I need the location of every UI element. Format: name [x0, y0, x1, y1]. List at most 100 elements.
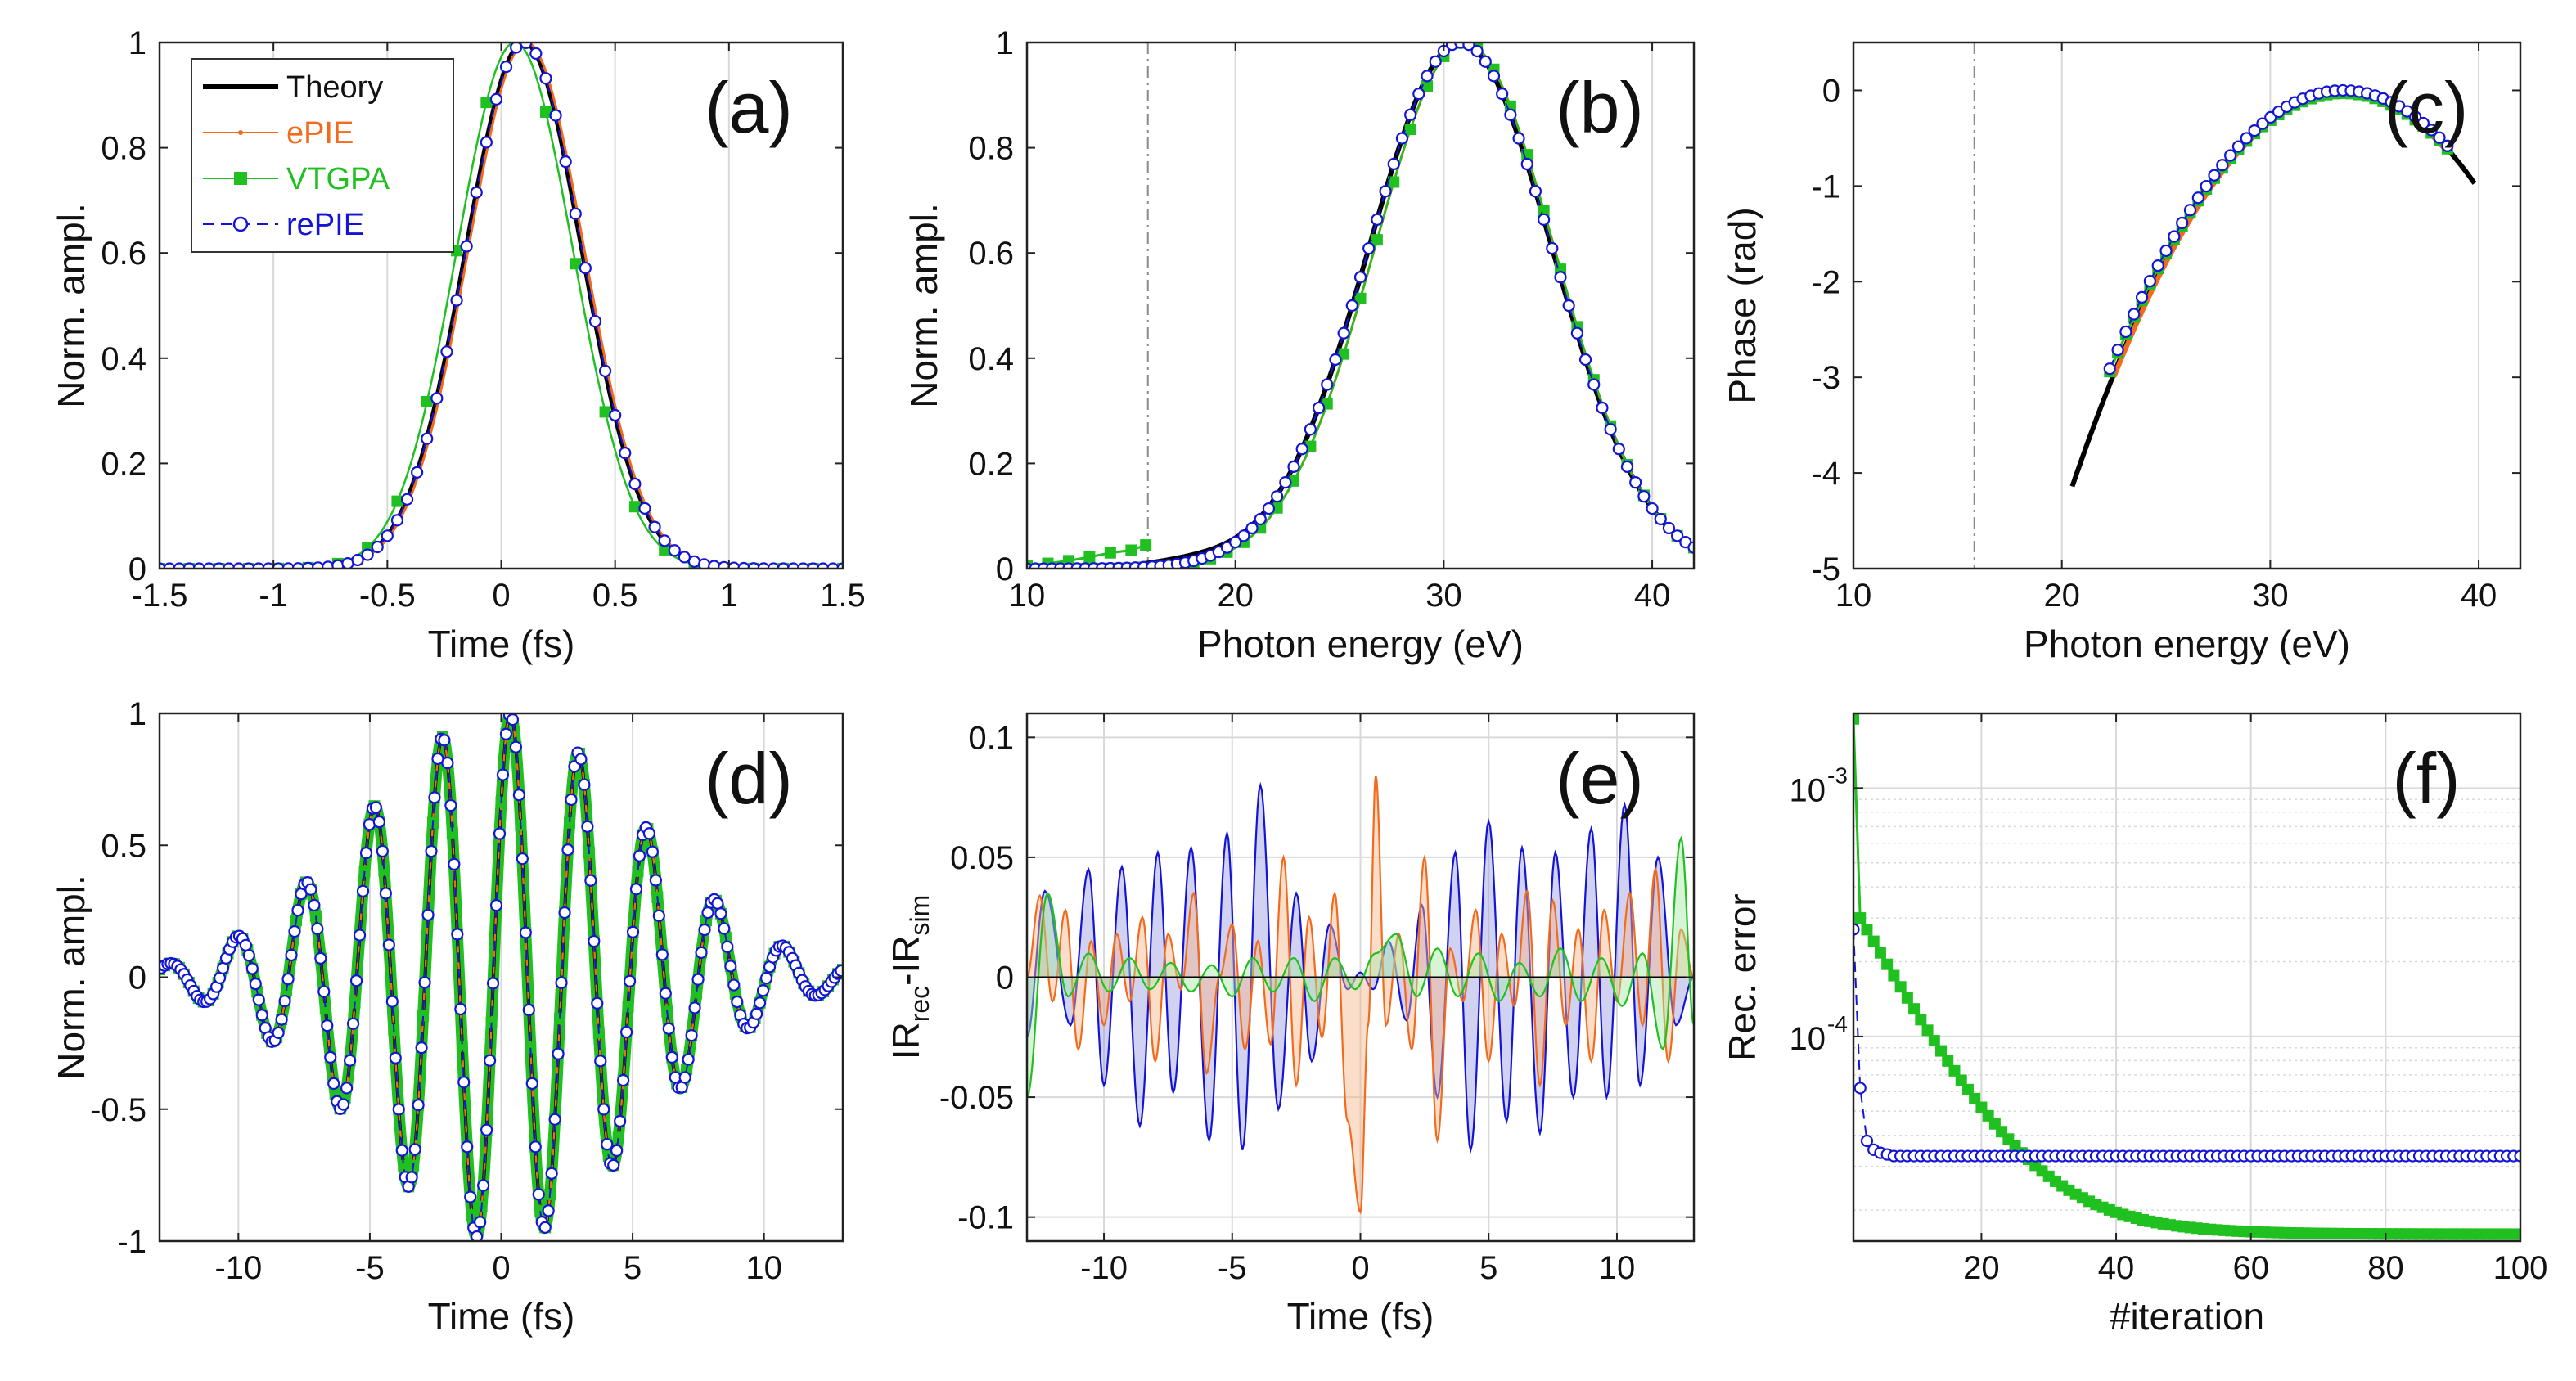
- repie-marker-77: [1662, 521, 1676, 535]
- repie-marker-130: [578, 778, 591, 791]
- xtick-label-1: -1: [259, 578, 288, 614]
- panel-label-c: (c): [2385, 67, 2469, 148]
- ylabel-part: IR: [885, 1022, 927, 1059]
- vtgpa-marker-110: [691, 987, 703, 1000]
- xtick-label-3: 40: [1634, 578, 1671, 614]
- vtgpa-marker-20: [1354, 292, 1367, 304]
- vtgpa-marker-6: [1888, 969, 1900, 982]
- ytick-label-3: 0.6: [968, 236, 1014, 272]
- xlabel-d: Time (fs): [428, 1295, 575, 1338]
- repie-marker-45: [1395, 132, 1409, 145]
- ytick-label-2: 0.4: [101, 341, 146, 377]
- xtick-label-2: -0.5: [359, 578, 416, 614]
- repie-marker-30: [252, 993, 265, 1006]
- repie-marker-26: [239, 938, 252, 951]
- panel-label-f: (f): [2392, 738, 2460, 819]
- vtgpa-marker-96: [622, 1001, 634, 1013]
- legend-entry-repie: rePIE: [203, 208, 364, 242]
- repie-marker-93: [457, 1076, 471, 1089]
- repie-marker-29: [440, 345, 453, 358]
- repie-marker-42: [2441, 139, 2454, 152]
- repie-marker-38: [2408, 110, 2422, 124]
- repie-marker-31: [255, 1009, 268, 1022]
- ytick-label-0: 0: [996, 551, 1014, 587]
- repie-marker-142: [617, 1073, 630, 1087]
- vtgpa-low-marker-4: [1104, 547, 1116, 559]
- ytick-label-4: -1: [1811, 169, 1840, 205]
- repie-marker-101: [483, 1054, 497, 1067]
- repie-marker-28: [430, 392, 444, 405]
- repie-marker-164: [688, 1001, 701, 1014]
- vtgpa-marker-11: [1921, 1024, 1934, 1037]
- vtgpa-marker-76: [525, 1041, 537, 1054]
- ylabel-b: Norm. ampl.: [903, 203, 945, 407]
- xtick-label-4: 100: [2493, 1250, 2548, 1286]
- vtgpa-marker-13: [539, 106, 552, 118]
- repie-marker-42: [1371, 213, 1384, 226]
- repie-marker-81: [418, 976, 431, 989]
- repie-marker-39: [2416, 116, 2430, 130]
- ytick-label-1: -0.5: [90, 1092, 146, 1128]
- panel-a: -1.5 -1 -0.5 0 0.5 1 1.5 0 0.2 0.4 0.6 0.8 1 Time (fs…: [50, 25, 866, 665]
- axes-box-b: [1025, 41, 1696, 570]
- vtgpa-marker-54: [417, 1010, 430, 1022]
- xtick-label-1: -5: [355, 1250, 385, 1286]
- repie-marker-152: [649, 874, 662, 887]
- repie-marker-137: [601, 1138, 614, 1151]
- ylabel-part: rec: [905, 986, 934, 1022]
- ytick-label-4: 1: [128, 696, 146, 732]
- repie-marker-125: [561, 843, 574, 857]
- repie-marker-135: [594, 1055, 607, 1068]
- repie-marker-153: [652, 909, 665, 922]
- plot-area-d: [160, 713, 843, 1241]
- panels-layer: -1.5 -1 -0.5 0 0.5 1 1.5 0 0.2 0.4 0.6 0.8 1 Time (fs…: [50, 25, 2547, 1338]
- ytick-label-exp--4: -4: [1827, 1011, 1848, 1037]
- xlabel-b: Photon energy (eV): [1197, 623, 1524, 665]
- repie-marker-57: [1496, 88, 1509, 101]
- repie-marker-1: [2111, 344, 2124, 357]
- ytick-label-0: -5: [1811, 551, 1840, 587]
- repie-marker-72: [1620, 460, 1634, 473]
- repie-marker-177: [731, 995, 744, 1009]
- repie-marker-90: [448, 857, 461, 871]
- vtgpa-low-marker-6: [1140, 539, 1152, 551]
- series-epie: [1027, 775, 1694, 1215]
- repie-marker-166: [695, 946, 708, 959]
- repie-marker-83: [425, 844, 438, 858]
- repie-marker-84: [428, 791, 441, 804]
- repie-marker-34: [489, 92, 503, 106]
- vtgpa-marker-42: [358, 865, 371, 877]
- repie-marker-64: [1554, 271, 1567, 284]
- repie-marker-82: [421, 908, 435, 921]
- vtgpa-marker-62: [456, 1040, 468, 1052]
- vtgpa-marker-24: [1421, 80, 1433, 92]
- xtick-label-1: -5: [1218, 1250, 1247, 1286]
- xlabel-e: Time (fs): [1287, 1295, 1434, 1338]
- xtick-label-2: 30: [1425, 578, 1462, 614]
- repie-marker-41: [559, 155, 572, 169]
- repie-marker-109: [509, 740, 522, 753]
- repie-marker-168: [701, 906, 714, 920]
- xtick-label-2: 0: [1351, 1250, 1369, 1286]
- repie-marker-141: [614, 1114, 627, 1128]
- vtgpa-marker-99: [2515, 1228, 2520, 1240]
- repie-marker-47: [619, 447, 632, 460]
- repie-marker-39: [281, 973, 295, 986]
- repie-marker-31: [1279, 476, 1292, 489]
- repie-marker-7: [2159, 244, 2173, 258]
- ytick-label-2: 0.4: [968, 341, 1014, 377]
- repie-marker-28: [1254, 512, 1267, 526]
- repie-marker-43: [1379, 185, 1392, 198]
- repie-marker-173: [718, 922, 731, 935]
- vtgpa-marker-14: [570, 258, 582, 270]
- repie-marker-143: [619, 1025, 633, 1039]
- vtgpa-marker-8: [1901, 992, 1913, 1004]
- repie-marker-27: [242, 949, 255, 962]
- vtgpa-marker-82: [554, 1013, 566, 1025]
- xtick-label-0: -1.5: [132, 578, 188, 614]
- repie-marker-1: [1853, 1082, 1867, 1095]
- vtgpa-marker-7: [1894, 981, 1907, 993]
- repie-marker-157: [665, 1050, 678, 1064]
- repie-marker-8: [2168, 230, 2181, 243]
